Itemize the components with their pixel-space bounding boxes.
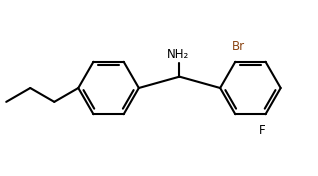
Text: F: F: [259, 124, 266, 137]
Text: NH₂: NH₂: [167, 48, 189, 61]
Text: Br: Br: [232, 40, 245, 53]
